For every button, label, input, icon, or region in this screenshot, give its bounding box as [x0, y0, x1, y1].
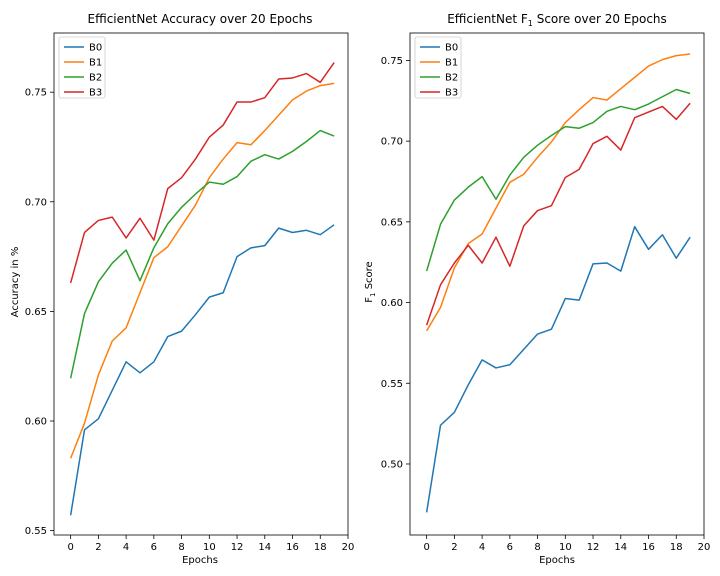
f1-chart: EfficientNet F1 Score over 20 Epochs Epo…	[364, 12, 710, 566]
f1-chart-legend-label-b1: B1	[445, 58, 458, 69]
f1-chart-xtick-label: 0	[423, 542, 429, 553]
f1-chart-xtick-label: 8	[534, 542, 540, 553]
f1-chart-series-b0-line	[425, 225, 691, 513]
f1-chart-xtick-label: 18	[670, 542, 683, 553]
f1-chart-xlabel: Epochs	[539, 555, 575, 566]
f1-chart-ytick-label: 0.75	[381, 56, 403, 67]
f1-chart-legend	[414, 36, 462, 99]
f1-chart-title: EfficientNet F1 Score over 20 Epochs	[447, 12, 667, 28]
accuracy-chart-plot-area: 0 2 4 6 8 10 12 14 16 18 20 0.55 0.60 0.65 0.70 0.75 B0 B…	[25, 32, 355, 553]
f1-chart-plot-area: 0 2 4 6 8 10 12 14 16 18 20 0.50 0.55 0.60 0.65 0.70 0.7…	[381, 32, 711, 553]
accuracy-chart-xlabel: Epochs	[182, 555, 218, 566]
f1-chart-ytick-label: 0.50	[381, 459, 403, 470]
accuracy-chart-ytick-label: 0.60	[25, 417, 47, 428]
f1-chart-xtick-label: 16	[642, 542, 655, 553]
f1-chart-series-b2-line	[425, 88, 691, 272]
f1-chart-axes-frame	[409, 32, 705, 536]
accuracy-chart-legend	[58, 36, 106, 99]
f1-chart-series-b1-line	[425, 53, 691, 332]
accuracy-chart-ytick-label: 0.75	[25, 88, 47, 99]
accuracy-chart-xtick-label: 4	[123, 542, 129, 553]
accuracy-chart-xtick-label: 2	[95, 542, 101, 553]
accuracy-chart-ytick-label: 0.65	[25, 307, 47, 318]
f1-chart-xtick-label: 4	[479, 542, 485, 553]
accuracy-chart-series-b3-line	[69, 62, 335, 284]
accuracy-chart: EfficientNet Accuracy over 20 Epochs Epo…	[10, 12, 354, 566]
f1-chart-ylabel: F1 Score	[364, 261, 377, 302]
accuracy-chart-xtick-label: 10	[203, 542, 216, 553]
f1-chart-xtick-label: 12	[587, 542, 600, 553]
f1-chart-legend-label-b3: B3	[445, 88, 458, 99]
f1-chart-ytick-label: 0.70	[381, 137, 403, 148]
accuracy-chart-ytick-label: 0.55	[25, 526, 47, 537]
accuracy-chart-xtick-label: 12	[231, 542, 244, 553]
f1-chart-ytick-label: 0.65	[381, 217, 403, 228]
accuracy-chart-xtick-label: 20	[342, 542, 355, 553]
f1-chart-ytick-label: 0.60	[381, 298, 403, 309]
accuracy-chart-xtick-label: 16	[286, 542, 299, 553]
f1-chart-xtick-label: 10	[559, 542, 572, 553]
accuracy-chart-xtick-label: 0	[67, 542, 73, 553]
f1-chart-ytick-label: 0.55	[381, 379, 403, 390]
accuracy-chart-xtick-label: 6	[151, 542, 157, 553]
accuracy-chart-legend-label-b2: B2	[89, 73, 102, 84]
accuracy-chart-legend-label-b0: B0	[89, 43, 102, 54]
f1-chart-xtick-label: 20	[698, 542, 711, 553]
accuracy-chart-title: EfficientNet Accuracy over 20 Epochs	[88, 12, 313, 26]
accuracy-chart-ylabel: Accuracy in %	[10, 247, 21, 318]
f1-chart-legend-label-b0: B0	[445, 43, 458, 54]
accuracy-chart-xtick-label: 14	[258, 542, 271, 553]
accuracy-chart-legend-label-b1: B1	[89, 58, 102, 69]
f1-chart-series-b3-line	[425, 102, 691, 326]
accuracy-chart-series-b0-line	[69, 224, 335, 516]
f1-chart-xtick-label: 6	[507, 542, 513, 553]
accuracy-chart-series-b1-line	[69, 82, 335, 459]
accuracy-chart-ytick-label: 0.70	[25, 197, 47, 208]
accuracy-chart-xtick-label: 18	[314, 542, 327, 553]
f1-chart-legend-label-b2: B2	[445, 73, 458, 84]
accuracy-chart-series-b2-line	[69, 129, 335, 379]
f1-chart-xtick-label: 2	[451, 542, 457, 553]
f1-chart-xtick-label: 14	[614, 542, 627, 553]
accuracy-chart-xtick-label: 8	[178, 542, 184, 553]
accuracy-chart-axes-frame	[53, 32, 349, 536]
accuracy-chart-legend-label-b3: B3	[89, 88, 102, 99]
